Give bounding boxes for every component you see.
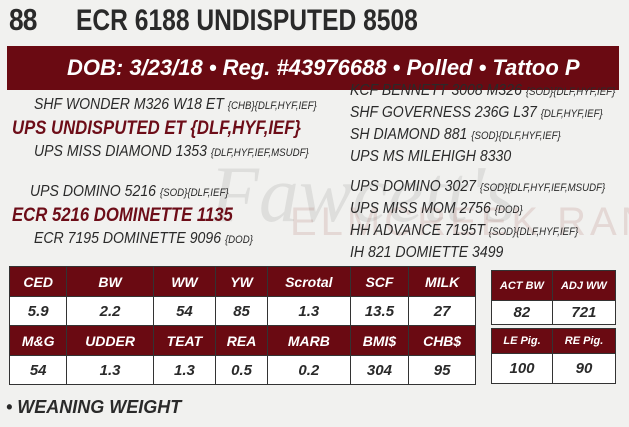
column-header: LE Pig. [490,328,554,354]
ancestor-tags: {DOD} [494,204,523,216]
cell-value: 721 [551,300,617,325]
column-header: ADJ WW [551,270,617,301]
dam-dam: ECR 7195 DOMINETTE 9096 {DOD} [34,230,253,248]
ancestor-name: SHF GOVERNESS 236G L37 [350,104,537,121]
cell-value: 27 [408,296,476,326]
cell-value: 0.2 [267,355,351,385]
column-header: TEAT [152,325,217,356]
ancestor: SHF GOVERNESS 236G L37 {DLF,HYF,IEF} [350,104,603,122]
ancestor-name: SH DIAMOND 881 [350,126,468,143]
column-header: M&G [8,325,68,356]
column-header: BW [66,266,154,297]
cell-value: 54 [8,355,68,385]
sire-dam: UPS MISS DIAMOND 1353 {DLF,HYF,IEF,MSUDF… [34,143,309,161]
weights-table: ACT BW ADJ WW 82 721 [491,270,617,325]
ancestor-tags: {SOD}{DLF,HYF,IEF} [525,86,616,98]
ancestor: UPS MS MILEHIGH 8330 [350,148,511,166]
ancestor: HH ADVANCE 7195T {SOD}{DLF,HYF,IEF} [350,222,578,240]
pigment-table: LE Pig. RE Pig. 100 90 [490,328,616,384]
ancestor: SH DIAMOND 881 {SOD}{DLF,HYF,IEF} [350,126,561,144]
ancestor-tags: {SOD}{DLF,HYF,IEF} [471,130,561,142]
lot-number: 88 [9,2,37,37]
ancestor-tags: {DOD} [224,234,253,246]
cell-value: 0.5 [215,355,269,385]
cell-value: 1.3 [152,355,217,385]
column-header: CHB$ [408,325,476,356]
watermark-ranch: ELMCREEK RANCH [290,200,629,244]
column-header: YW [215,266,269,297]
cell-value: 82 [491,300,553,325]
ancestor-name: ECR 7195 DOMINETTE 9096 [34,230,222,247]
ancestor-name: UPS MISS MOM 2756 [350,200,491,217]
ancestor-name: IH 821 DOMIETTE 3499 [350,244,504,261]
epd-table: CED BW WW YW Scrotal SCF MILK 5.9 2.2 54 85 1.3 13.5… [8,266,476,385]
ancestor-name: SHF WONDER M326 W18 ET [34,96,224,113]
dam: ECR 5216 DOMINETTE 1135 [12,205,233,226]
column-header: SCF [349,266,410,297]
column-header: ACT BW [491,270,553,301]
weaning-weight-note: • WEANING WEIGHT [6,397,182,417]
ancestor-tags: {DLF,HYF,IEF} [540,108,603,120]
column-header: WW [152,266,217,297]
cell-value: 85 [215,296,269,326]
cell-value: 2.2 [66,296,154,326]
ancestor-name: KCF BENNETT 3008 M326 [350,82,522,99]
column-header: REA [215,325,269,356]
column-header: UDDER [66,325,154,356]
cell-value: 90 [552,353,616,384]
watermark-script: Fawcett's [210,151,516,239]
dam-sire: UPS DOMINO 5216 {SOD}{DLF,IEF} [30,183,229,201]
cell-value: 1.3 [66,355,154,385]
cell-value: 54 [152,296,217,326]
cell-value: 304 [349,355,410,385]
ancestor-name: HH ADVANCE 7195T [350,222,485,239]
column-header: CED [8,266,68,297]
ancestor-tags: {SOD}{DLF,HYF,IEF} [488,226,579,238]
info-banner: DOB: 3/23/18 • Reg. #43976688 • Polled •… [7,46,619,90]
ancestor-tags: {DLF,HYF,IEF,MSUDF} [210,147,309,159]
ancestor-tags: {CHB}{DLF,HYF,IEF} [227,100,317,112]
ancestor-tags: {SOD}{DLF,HYF,IEF,MSUDF} [479,182,606,194]
cell-value: 100 [490,353,554,384]
column-header: RE Pig. [552,328,616,354]
ancestor: KCF BENNETT 3008 M326 {SOD}{DLF,HYF,IEF} [350,82,615,100]
cell-value: 5.9 [8,296,68,326]
cell-value: 13.5 [349,296,410,326]
cell-value: 95 [408,355,476,385]
sire: UPS UNDISPUTED ET {DLF,HYF,IEF} [12,118,301,139]
ancestor: UPS MISS MOM 2756 {DOD} [350,200,523,218]
ancestor: IH 821 DOMIETTE 3499 [350,244,503,262]
column-header: MARB [267,325,351,356]
cell-value: 1.3 [267,296,351,326]
ancestor-tags: {SOD}{DLF,IEF} [159,187,229,199]
ancestor-name: UPS MISS DIAMOND 1353 [34,143,207,160]
column-header: BMI$ [349,325,410,356]
ancestor-name: UPS DOMINO 5216 [30,183,156,200]
column-header: MILK [408,266,476,297]
ancestor: UPS DOMINO 3027 {SOD}{DLF,HYF,IEF,MSUDF} [350,178,605,196]
animal-name: ECR 6188 UNDISPUTED 8508 [76,4,418,37]
sire-sire: SHF WONDER M326 W18 ET {CHB}{DLF,HYF,IEF… [34,96,317,114]
column-header: Scrotal [267,266,351,297]
ancestor-name: UPS MS MILEHIGH 8330 [350,148,512,165]
ancestor-name: UPS DOMINO 3027 [350,178,476,195]
